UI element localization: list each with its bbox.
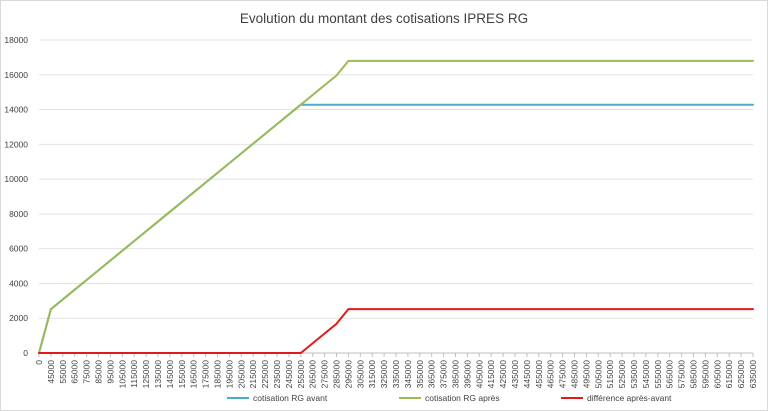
series-line-2: [38, 59, 754, 354]
x-tick-label: 195000: [224, 360, 234, 389]
x-tick-label: 45000: [46, 360, 56, 384]
x-tick-label: 205000: [236, 360, 246, 389]
x-tick-label: 535000: [629, 360, 639, 389]
x-tick-label: 405000: [474, 360, 484, 389]
series-lines: [38, 59, 754, 354]
x-tick-label: 105000: [117, 360, 127, 389]
x-tick-label: 305000: [355, 360, 365, 389]
x-tick-label: 505000: [593, 360, 603, 389]
x-tick-label: 55000: [58, 360, 68, 384]
x-tick-label: 325000: [379, 360, 389, 389]
x-tick-label: 595000: [700, 360, 710, 389]
x-tick-label: 145000: [165, 360, 175, 389]
legend-label-2: cotisation RG après: [425, 393, 500, 403]
x-tick-label: 245000: [284, 360, 294, 389]
x-tick-label: 65000: [70, 360, 80, 384]
x-tick-label: 345000: [403, 360, 413, 389]
x-tick-label: 435000: [510, 360, 520, 389]
x-axis-ticks: 0 45000 55000 65000 75000 85000 95000 105000 115…: [34, 353, 758, 388]
x-tick-label: 265000: [308, 360, 318, 389]
x-tick-label: 365000: [427, 360, 437, 389]
x-tick-label: 515000: [605, 360, 615, 389]
x-tick-label: 375000: [439, 360, 449, 389]
y-tick-label: 2000: [9, 313, 28, 323]
x-tick-label: 525000: [617, 360, 627, 389]
y-tick-label: 6000: [9, 244, 28, 254]
x-tick-label: 625000: [736, 360, 746, 389]
x-tick-label: 175000: [201, 360, 211, 389]
x-tick-label: 125000: [141, 360, 151, 389]
y-tick-label: 0: [23, 348, 28, 358]
x-tick-label: 615000: [724, 360, 734, 389]
x-tick-label: 555000: [653, 360, 663, 389]
x-tick-label: 275000: [320, 360, 330, 389]
y-tick-label: 18000: [4, 35, 28, 45]
x-tick-label: 0: [34, 360, 44, 365]
chart-title: Evolution du montant des cotisations IPR…: [240, 11, 528, 26]
y-tick-label: 14000: [4, 105, 28, 115]
x-tick-label: 95000: [105, 360, 115, 384]
x-tick-label: 385000: [451, 360, 461, 389]
series-line-1: [38, 103, 754, 354]
x-tick-label: 415000: [486, 360, 496, 389]
y-tick-label: 16000: [4, 70, 28, 80]
x-tick-label: 465000: [546, 360, 556, 389]
x-tick-label: 425000: [498, 360, 508, 389]
x-tick-label: 225000: [260, 360, 270, 389]
x-tick-label: 335000: [391, 360, 401, 389]
y-tick-label: 10000: [4, 174, 28, 184]
x-tick-label: 155000: [177, 360, 187, 389]
legend-label-1: cotisation RG avant: [253, 393, 328, 403]
x-tick-label: 485000: [570, 360, 580, 389]
y-tick-label: 4000: [9, 278, 28, 288]
x-tick-label: 635000: [748, 360, 758, 389]
x-tick-label: 545000: [641, 360, 651, 389]
legend: cotisation RG avant cotisation RG après di…: [227, 393, 672, 403]
x-tick-label: 315000: [367, 360, 377, 389]
x-tick-label: 285000: [332, 360, 342, 389]
x-tick-label: 565000: [665, 360, 675, 389]
x-tick-label: 115000: [129, 360, 139, 388]
x-tick-label: 75000: [82, 360, 92, 384]
x-tick-label: 475000: [558, 360, 568, 389]
series-line-3: [38, 308, 754, 354]
gridlines: [39, 39, 753, 319]
y-tick-label: 12000: [4, 139, 28, 149]
y-axis-ticks: 0 2000 4000 6000 8000 10000 12000 14000 16000 180…: [4, 35, 28, 358]
x-tick-label: 605000: [712, 360, 722, 389]
x-tick-label: 235000: [272, 360, 282, 389]
x-tick-label: 455000: [534, 360, 544, 389]
legend-label-3: différence après-avant: [587, 393, 672, 403]
x-tick-label: 135000: [153, 360, 163, 389]
x-tick-label: 85000: [94, 360, 104, 384]
y-tick-label: 8000: [9, 209, 28, 219]
x-tick-label: 255000: [296, 360, 306, 389]
x-tick-label: 495000: [581, 360, 591, 389]
x-tick-label: 215000: [248, 360, 258, 389]
x-tick-label: 355000: [415, 360, 425, 389]
x-tick-label: 575000: [677, 360, 687, 389]
x-tick-label: 295000: [343, 360, 353, 389]
x-tick-label: 165000: [189, 360, 199, 389]
x-tick-label: 445000: [522, 360, 532, 389]
x-tick-label: 585000: [689, 360, 699, 389]
x-tick-label: 395000: [462, 360, 472, 389]
x-tick-label: 185000: [213, 360, 223, 389]
